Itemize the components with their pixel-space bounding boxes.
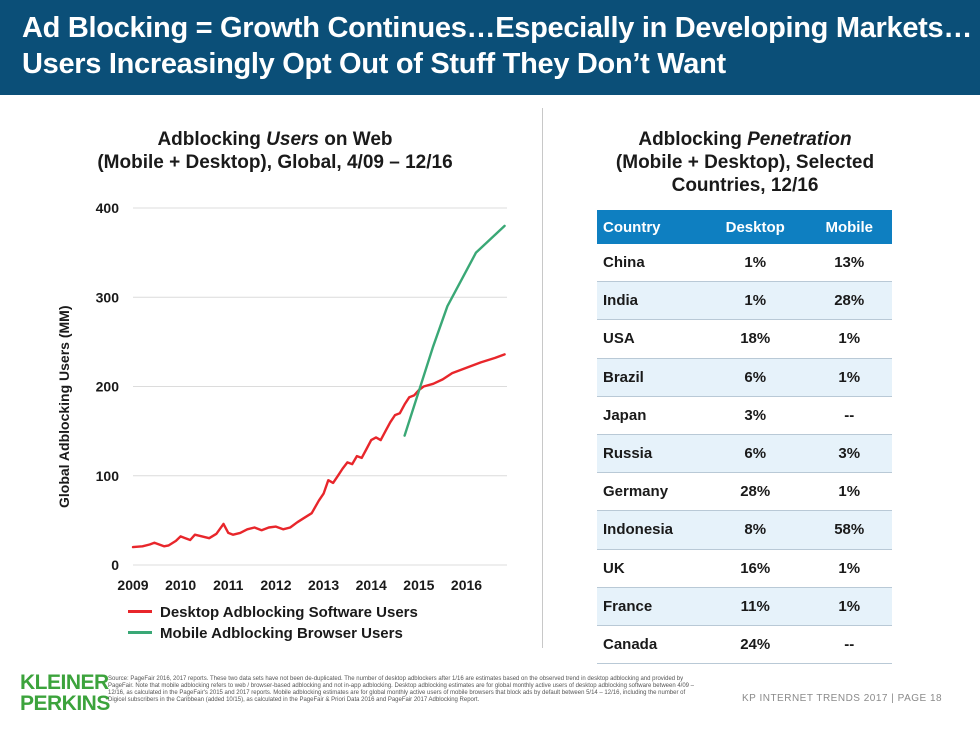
source-note: Source: PageFair 2016, 2017 reports. The… bbox=[108, 676, 695, 703]
cell-desktop: 1% bbox=[704, 244, 807, 283]
table-title-emphasis: Penetration bbox=[747, 129, 852, 150]
table-row: Japan 3% -- bbox=[597, 396, 892, 435]
legend-swatch-mobile bbox=[128, 630, 152, 634]
panel-divider bbox=[542, 108, 543, 648]
cell-desktop: 18% bbox=[704, 319, 807, 359]
series-line-desktop bbox=[131, 353, 506, 549]
cell-mobile: 28% bbox=[806, 281, 892, 321]
cell-mobile: -- bbox=[806, 396, 892, 435]
cell-country: Germany bbox=[597, 472, 704, 512]
cell-country: Japan bbox=[597, 396, 704, 435]
cell-desktop: 6% bbox=[704, 358, 807, 397]
table-row: Germany 28% 1% bbox=[597, 472, 892, 512]
x-tick-label: 2016 bbox=[451, 577, 482, 593]
cell-desktop: 6% bbox=[704, 434, 807, 474]
line-chart: 0 100 200 300 400 2009 2010 2011 2012 2013 2014 201… bbox=[96, 200, 507, 593]
table-row: Indonesia 8% 58% bbox=[597, 510, 892, 550]
cell-mobile: -- bbox=[806, 625, 892, 665]
cell-mobile: 1% bbox=[806, 472, 892, 512]
chart-title-line1: Adblocking Users on Web bbox=[60, 128, 490, 151]
table-title-line1: Adblocking Penetration bbox=[570, 128, 920, 151]
legend-item-mobile: Mobile Adblocking Browser Users bbox=[128, 625, 403, 642]
chart-title-post: on Web bbox=[319, 129, 393, 150]
table-row: USA 18% 1% bbox=[597, 319, 892, 359]
cell-desktop: 28% bbox=[704, 472, 807, 512]
x-tick-label: 2010 bbox=[165, 577, 196, 593]
legend-swatch-desktop bbox=[128, 609, 152, 613]
y-tick-label: 400 bbox=[96, 200, 120, 216]
table-title-line3: Countries, 12/16 bbox=[671, 175, 819, 196]
cell-desktop: 16% bbox=[704, 549, 807, 588]
table-row: UK 16% 1% bbox=[597, 549, 892, 588]
x-tick-label: 2014 bbox=[356, 577, 387, 593]
legend-label-desktop: Desktop Adblocking Software Users bbox=[160, 604, 418, 621]
cell-country: Russia bbox=[597, 434, 704, 474]
cell-desktop: 8% bbox=[704, 510, 807, 550]
kleiner-perkins-logo: KLEINER PERKINS bbox=[20, 672, 110, 714]
table-row: Russia 6% 3% bbox=[597, 434, 892, 474]
table-row: Canada 24% -- bbox=[597, 625, 892, 665]
cell-country: Brazil bbox=[597, 358, 704, 397]
series-line-mobile bbox=[403, 224, 506, 437]
y-tick-label: 200 bbox=[96, 379, 120, 395]
table-row: France 11% 1% bbox=[597, 587, 892, 626]
cell-mobile: 3% bbox=[806, 434, 892, 474]
table-header-row: Country Desktop Mobile bbox=[597, 210, 892, 244]
y-tick-label: 100 bbox=[96, 468, 120, 484]
penetration-table: Country Desktop Mobile China 1% 13% India 1… bbox=[597, 210, 892, 665]
cell-country: Indonesia bbox=[597, 510, 704, 550]
legend-item-desktop: Desktop Adblocking Software Users bbox=[128, 604, 418, 621]
cell-mobile: 1% bbox=[806, 587, 892, 626]
slide-title-line2: Users Increasingly Opt Out of Stuff They… bbox=[22, 48, 726, 80]
column-header-mobile: Mobile bbox=[806, 210, 892, 244]
cell-country: India bbox=[597, 281, 704, 321]
table-title-line2: (Mobile + Desktop), Selected bbox=[615, 152, 875, 173]
x-tick-label: 2012 bbox=[260, 577, 291, 593]
cell-desktop: 3% bbox=[704, 396, 807, 435]
y-tick-label: 0 bbox=[111, 557, 119, 573]
x-tick-label: 2009 bbox=[117, 577, 148, 593]
cell-mobile: 13% bbox=[806, 244, 892, 283]
chart-title-pre: Adblocking bbox=[157, 129, 267, 150]
cell-country: China bbox=[597, 244, 704, 283]
column-header-country: Country bbox=[597, 210, 704, 244]
footer-page-label: KP INTERNET TRENDS 2017 | PAGE 18 bbox=[742, 693, 943, 704]
chart-title-line2: (Mobile + Desktop), Global, 4/09 – 12/16 bbox=[97, 152, 453, 173]
cell-desktop: 11% bbox=[704, 587, 807, 626]
cell-country: USA bbox=[597, 319, 704, 359]
logo-line1: KLEINER bbox=[20, 671, 109, 694]
x-tick-label: 2013 bbox=[308, 577, 339, 593]
cell-country: Canada bbox=[597, 625, 704, 665]
cell-mobile: 1% bbox=[806, 549, 892, 588]
table-row: China 1% 13% bbox=[597, 244, 892, 283]
y-tick-label: 300 bbox=[96, 289, 120, 305]
table-row: India 1% 28% bbox=[597, 281, 892, 321]
chart-title-emphasis: Users bbox=[266, 129, 319, 150]
cell-mobile: 1% bbox=[806, 319, 892, 359]
x-tick-label: 2015 bbox=[403, 577, 434, 593]
cell-country: France bbox=[597, 587, 704, 626]
cell-desktop: 1% bbox=[704, 281, 807, 321]
slide-title-line1: Ad Blocking = Growth Continues…Especiall… bbox=[22, 12, 973, 44]
table-title-pre: Adblocking bbox=[638, 129, 748, 150]
x-tick-label: 2011 bbox=[213, 577, 244, 593]
legend-label-mobile: Mobile Adblocking Browser Users bbox=[160, 625, 403, 642]
cell-desktop: 24% bbox=[704, 625, 807, 665]
cell-country: UK bbox=[597, 549, 704, 588]
cell-mobile: 58% bbox=[806, 510, 892, 550]
cell-mobile: 1% bbox=[806, 358, 892, 397]
slide-header: Ad Blocking = Growth Continues…Especiall… bbox=[0, 0, 980, 95]
table-row: Brazil 6% 1% bbox=[597, 358, 892, 397]
column-header-desktop: Desktop bbox=[704, 210, 807, 244]
logo-line2: PERKINS bbox=[20, 692, 110, 715]
